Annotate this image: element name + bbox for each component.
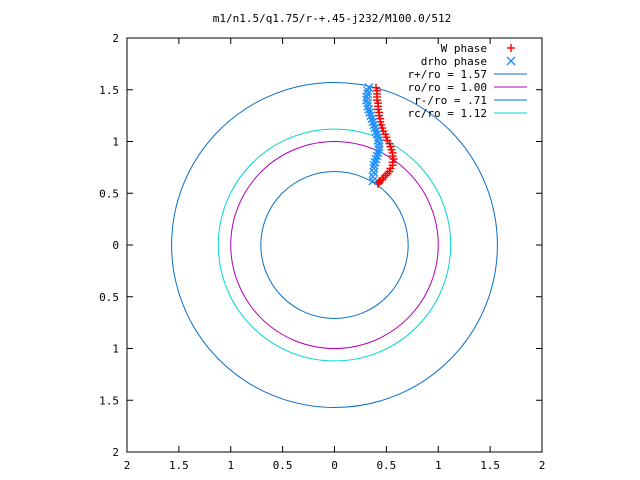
x-tick-label: 1 (435, 459, 442, 472)
drho-phase-point (368, 172, 378, 182)
drho-phase-point (371, 126, 381, 136)
y-tick-label: 0 (112, 239, 119, 252)
drho-phase-point (365, 108, 375, 118)
x-tick-label: 1 (227, 459, 234, 472)
legend-marker (507, 44, 515, 52)
drho-phase-point-b (374, 142, 384, 152)
drho-phase-point-b (369, 160, 379, 170)
y-tick-label: 2 (112, 32, 119, 45)
circle-r-0-71 (260, 171, 409, 319)
drho-phase-point-b (369, 163, 379, 173)
legend-marker-b (506, 56, 516, 66)
drho-phase-point-b (363, 89, 373, 99)
y-tick-label: 0.5 (99, 187, 119, 200)
x-tick-label: 0.5 (273, 459, 293, 472)
x-tick-label: 2 (539, 459, 546, 472)
legend-label: rc/ro = 1.12 (408, 107, 487, 120)
drho-phase-point (370, 123, 380, 133)
drho-phase-point (373, 148, 383, 158)
y-tick-label: 2 (112, 446, 119, 459)
x-tick-label: 2 (124, 459, 131, 472)
y-tick-label: 1 (112, 343, 119, 356)
drho-phase-point (364, 104, 374, 114)
drho-phase-point-b (368, 176, 378, 186)
drho-phase-point-b (368, 117, 378, 127)
legend-label: r+/ro = 1.57 (408, 68, 487, 81)
drho-phase-point-b (373, 148, 383, 158)
y-tick-label: 1.5 (99, 84, 119, 97)
drho-phase-point-b (363, 86, 373, 96)
legend-label: r-/ro = .71 (414, 94, 487, 107)
drho-phase-point-b (363, 101, 373, 111)
point-series (362, 83, 398, 188)
legend-label: drho phase (421, 55, 487, 68)
drho-phase-point-b (364, 83, 374, 93)
drho-phase-point-b (364, 104, 374, 114)
drho-phase-point (366, 111, 376, 121)
legend-marker (506, 56, 516, 66)
drho-phase-point-b (370, 157, 380, 167)
drho-phase-point (363, 101, 373, 111)
circle-r-1 (230, 141, 439, 349)
drho-phase-point (374, 145, 384, 155)
drho-phase-point-b (365, 108, 375, 118)
drho-phase-point-b (374, 145, 384, 155)
y-tick-label: 1 (112, 136, 119, 149)
legend-label: ro/ro = 1.00 (408, 81, 487, 94)
circle-series (171, 82, 498, 408)
drho-phase-point (369, 163, 379, 173)
x-tick-label: 1.5 (480, 459, 500, 472)
chart-title: m1/n1.5/q1.75/r-+.45-j232/M100.0/512 (213, 12, 451, 25)
drho-phase-point-b (371, 154, 381, 164)
x-tick-label: 0 (331, 459, 338, 472)
circle-r-1-12 (217, 128, 452, 362)
drho-phase-point-b (372, 151, 382, 161)
axis-ticks: 2 1.5 1 0.5 0 0.5 1 1.5 221.510.500.511.52 (99, 32, 545, 472)
drho-phase-point-b (368, 172, 378, 182)
drho-phase-point (371, 154, 381, 164)
drho-phase-point (372, 151, 382, 161)
drho-phase-point (367, 114, 377, 124)
drho-phase-point-b (370, 123, 380, 133)
legend-label: W phase (441, 42, 487, 55)
y-tick-label: 1.5 (99, 394, 119, 407)
drho-phase-point-b (371, 126, 381, 136)
x-tick-label: 1.5 (169, 459, 189, 472)
x-tick-label: 0.5 (376, 459, 396, 472)
drho-phase-point (368, 117, 378, 127)
drho-phase-point (368, 176, 378, 186)
drho-phase-point-b (367, 114, 377, 124)
drho-phase-point (369, 160, 379, 170)
y-tick-label: 0.5 (99, 291, 119, 304)
circle-r-1-57 (171, 82, 498, 408)
drho-phase-point (369, 120, 379, 130)
drho-phase-point-b (369, 120, 379, 130)
drho-phase-point-b (366, 111, 376, 121)
